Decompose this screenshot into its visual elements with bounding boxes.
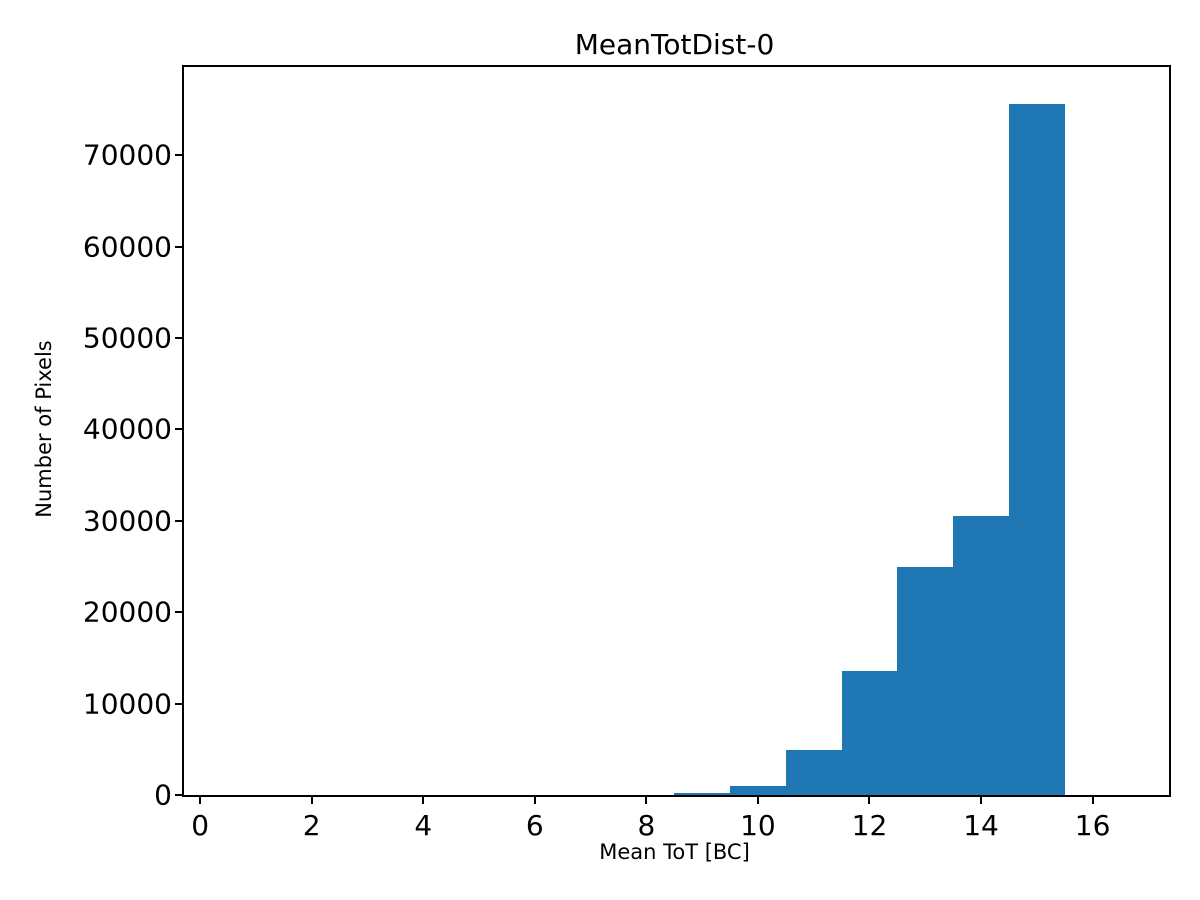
plot-area: 0 2 4 6 8 10 12 14 16 0 10000 20000 30000 40000 50000 6…	[83, 65, 1171, 842]
x-tick-mark	[756, 797, 759, 804]
x-tick-mark	[868, 797, 871, 804]
histogram-bar	[897, 566, 954, 795]
histogram-bar	[674, 792, 731, 795]
y-tick-label: 0	[154, 778, 172, 812]
histogram-bar	[841, 670, 898, 795]
chart-title: MeanTotDist-0	[574, 28, 775, 61]
x-tick-label: 8	[637, 809, 656, 842]
x-tick-label: 16	[1074, 809, 1111, 842]
y-tick-mark	[175, 428, 182, 431]
x-tick-label: 10	[740, 809, 776, 842]
x-tick-mark	[533, 797, 536, 804]
y-tick-label: 40000	[82, 412, 172, 446]
x-tick-mark	[645, 797, 648, 804]
y-axis-label: Number of Pixels	[32, 340, 56, 518]
x-tick-label: 0	[191, 809, 210, 842]
x-tick-label: 6	[525, 809, 544, 842]
histogram-bar	[730, 785, 786, 795]
histogram-bar	[1008, 104, 1065, 795]
x-axis-label: Mean ToT [BC]	[599, 840, 750, 864]
x-tick-label: 2	[302, 809, 321, 842]
x-tick-mark	[422, 797, 425, 804]
y-tick-mark	[175, 519, 182, 522]
x-tick-mark	[199, 797, 202, 804]
x-tick-mark	[1091, 797, 1094, 804]
y-tick-label: 30000	[82, 504, 172, 538]
y-tick-mark	[175, 245, 182, 248]
histogram-bar	[785, 750, 842, 795]
y-tick-label: 10000	[82, 687, 172, 721]
x-tick-label: 14	[963, 809, 999, 842]
y-tick-mark	[175, 611, 182, 614]
y-tick-mark	[175, 337, 182, 339]
y-tick-label: 60000	[82, 230, 172, 264]
x-tick-label: 12	[851, 809, 888, 842]
y-tick-label: 50000	[82, 321, 172, 355]
y-tick-mark	[175, 794, 182, 796]
y-tick-mark	[175, 702, 182, 705]
histogram-bar	[953, 516, 1009, 795]
x-tick-mark	[980, 797, 983, 804]
y-tick-label: 70000	[82, 138, 172, 172]
x-tick-label: 4	[414, 809, 433, 842]
y-tick-mark	[175, 154, 182, 157]
y-tick-label: 20000	[82, 595, 172, 629]
x-tick-mark	[310, 797, 313, 804]
